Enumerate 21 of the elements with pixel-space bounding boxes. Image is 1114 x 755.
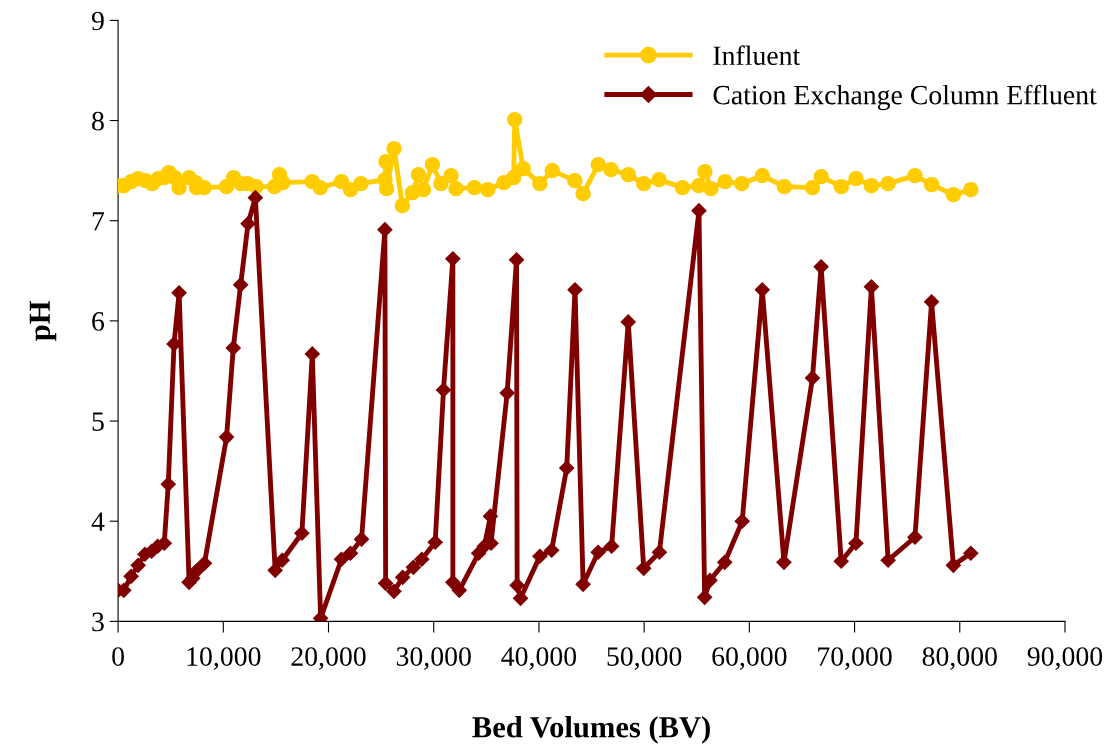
x-axis-title: Bed Volumes (BV): [472, 716, 710, 744]
y-tick-label: 5: [92, 412, 104, 431]
y-tick-label: 9: [91, 11, 104, 31]
y-tick-label: 4: [91, 512, 105, 531]
x-tick-label: 40,000: [501, 647, 577, 670]
x-tick-label: 30,000: [396, 647, 471, 670]
y-axis-title: pH: [29, 301, 57, 341]
x-tick-label: 0: [112, 647, 124, 666]
legend-label: Cation Exchange Column Effluent: [713, 84, 1097, 111]
y-tick-label: 7: [92, 212, 105, 231]
x-tick-label: 80,000: [922, 647, 997, 670]
x-tick-label: 20,000: [291, 647, 366, 670]
legend-label: Influent: [713, 45, 801, 66]
y-tick-label: 3: [92, 612, 104, 632]
y-tick-label: 6: [92, 312, 105, 331]
x-tick-label: 50,000: [607, 647, 682, 670]
x-tick-label: 90,000: [1027, 647, 1103, 670]
x-tick-label: 70,000: [818, 647, 892, 670]
x-tick-label: 60,000: [712, 647, 787, 670]
x-tick-label: 10,000: [187, 647, 261, 670]
y-tick-label: 8: [92, 111, 104, 131]
